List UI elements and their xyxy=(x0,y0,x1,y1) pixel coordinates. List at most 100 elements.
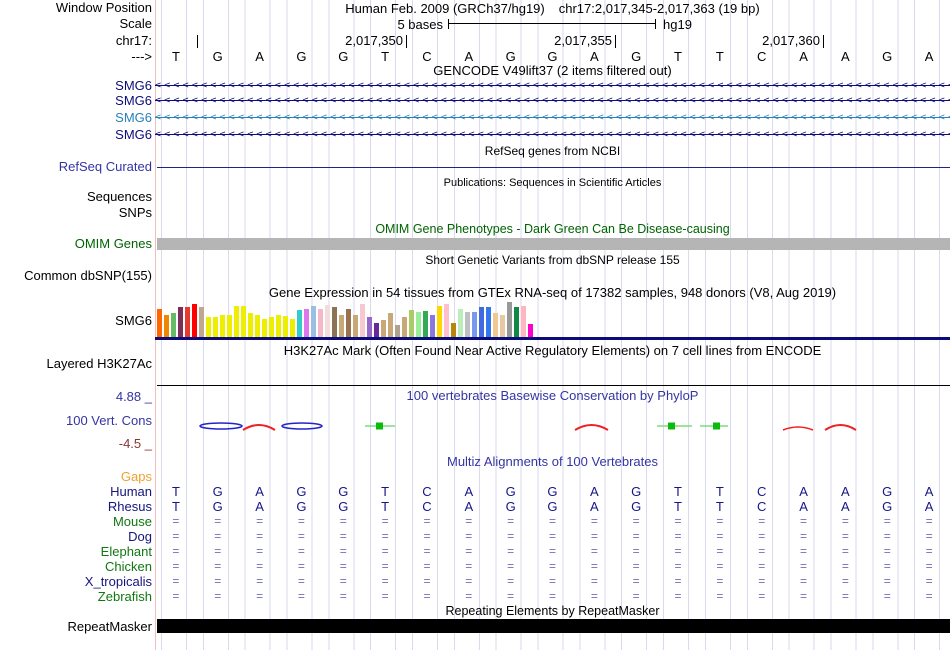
track-label-chr17[interactable]: chr17: xyxy=(115,33,152,48)
gtex-tissue-bar-10[interactable] xyxy=(227,315,232,337)
gtex-tissue-bar-24[interactable] xyxy=(325,305,330,337)
base-position-sequence-base: C xyxy=(757,49,767,64)
gtex-tissue-bar-11[interactable] xyxy=(234,306,239,337)
gtex-tissue-bar-7[interactable] xyxy=(206,317,211,337)
gtex-tissue-bar-47[interactable] xyxy=(486,307,491,337)
gtex-tissue-bar-22[interactable] xyxy=(311,306,316,337)
track-label-dog[interactable]: Dog xyxy=(128,529,152,544)
track-label-zebrafish[interactable]: Zebrafish xyxy=(97,589,152,604)
multiz-equals-cell: = xyxy=(172,529,180,543)
gtex-tissue-bar-43[interactable] xyxy=(458,309,463,337)
gtex-tissue-bar-44[interactable] xyxy=(465,312,470,337)
track-label-4-5[interactable]: -4.5 _ xyxy=(118,436,152,451)
gtex-tissue-bar-2[interactable] xyxy=(171,313,176,337)
gtex-tissue-bar-28[interactable] xyxy=(353,315,358,337)
gencode-transcript-smg6-1[interactable]: <<<<<<<<<<<<<<<<<<<<<<<<<<<<<<<<<<<<<<<<… xyxy=(155,95,950,107)
track-label-refseq-curated[interactable]: RefSeq Curated xyxy=(58,159,152,174)
track-label-common-dbsnp-155[interactable]: Common dbSNP(155) xyxy=(24,268,152,283)
gtex-tissue-bar-17[interactable] xyxy=(276,315,281,337)
track-label-omim-genes[interactable]: OMIM Genes xyxy=(74,236,152,251)
gtex-tissue-bar-30[interactable] xyxy=(367,317,372,337)
gtex-tissue-bar-3[interactable] xyxy=(178,307,183,337)
gtex-tissue-bar-1[interactable] xyxy=(164,315,169,337)
gtex-tissue-bar-4[interactable] xyxy=(185,307,190,337)
gtex-tissue-bar-19[interactable] xyxy=(290,319,295,337)
gtex-tissue-bar-9[interactable] xyxy=(220,315,225,337)
track-label-scale[interactable]: Scale xyxy=(119,16,152,31)
track-label-x-tropicalis[interactable]: X_tropicalis xyxy=(84,574,152,589)
track-label-smg6[interactable]: SMG6 xyxy=(115,110,152,125)
gtex-tissue-bar-32[interactable] xyxy=(381,320,386,337)
gtex-tissue-bar-16[interactable] xyxy=(269,317,274,337)
gtex-tissue-bar-48[interactable] xyxy=(493,313,498,337)
gtex-tissue-bar-53[interactable] xyxy=(528,324,533,337)
gtex-tissue-bar-51[interactable] xyxy=(514,307,519,337)
gtex-tissue-bar-50[interactable] xyxy=(507,302,512,337)
gtex-tissue-bar-40[interactable] xyxy=(437,306,442,337)
phylop-conservation-wiggle[interactable] xyxy=(155,409,950,449)
gtex-tissue-bar-49[interactable] xyxy=(500,315,505,337)
gtex-tissue-bar-52[interactable] xyxy=(521,306,526,337)
gtex-tissue-bar-6[interactable] xyxy=(199,307,204,337)
gtex-tissue-bar-36[interactable] xyxy=(409,310,414,337)
omim-genes-bar[interactable] xyxy=(157,238,950,250)
multiz-equals-cell: = xyxy=(172,559,180,573)
gtex-tissue-bar-13[interactable] xyxy=(248,313,253,337)
gtex-tissue-bar-12[interactable] xyxy=(241,306,246,337)
track-label-sequences[interactable]: Sequences xyxy=(86,189,152,204)
gtex-tissue-bar-34[interactable] xyxy=(395,325,400,337)
multiz-equals-cell: = xyxy=(925,589,933,603)
gtex-tissue-bar-31[interactable] xyxy=(374,323,379,337)
base-position-sequence-base: T xyxy=(715,49,724,64)
gtex-tissue-bar-20[interactable] xyxy=(297,310,302,337)
track-label-100-vert-cons[interactable]: 100 Vert. Cons xyxy=(66,413,152,428)
gtex-tissue-bar-0[interactable] xyxy=(157,309,162,337)
multiz-human-row-base: C xyxy=(757,484,767,499)
track-title-9: Repeating Elements by RepeatMasker xyxy=(445,604,660,618)
gtex-tissue-bar-35[interactable] xyxy=(402,317,407,337)
track-label-mouse[interactable]: Mouse xyxy=(112,514,152,529)
gencode-transcript-smg6-3[interactable]: <<<<<<<<<<<<<<<<<<<<<<<<<<<<<<<<<<<<<<<<… xyxy=(155,129,950,141)
gtex-tissue-bar-8[interactable] xyxy=(213,317,218,337)
track-label-snps[interactable]: SNPs xyxy=(118,205,152,220)
gtex-expression-bars[interactable] xyxy=(157,300,535,337)
track-label-smg6[interactable]: SMG6 xyxy=(115,78,152,93)
gencode-transcript-smg6-2[interactable]: <<<<<<<<<<<<<<<<<<<<<<<<<<<<<<<<<<<<<<<<… xyxy=(155,112,950,124)
gtex-tissue-bar-42[interactable] xyxy=(451,323,456,337)
gtex-tissue-bar-39[interactable] xyxy=(430,315,435,337)
gtex-tissue-bar-41[interactable] xyxy=(444,304,449,337)
gencode-transcript-smg6-0[interactable]: <<<<<<<<<<<<<<<<<<<<<<<<<<<<<<<<<<<<<<<<… xyxy=(155,80,950,92)
track-label-chicken[interactable]: Chicken xyxy=(105,559,152,574)
gtex-tissue-bar-37[interactable] xyxy=(416,312,421,337)
track-label-window-position[interactable]: Window Position xyxy=(55,0,152,15)
multiz-equals-cell: = xyxy=(548,574,556,588)
gtex-tissue-bar-38[interactable] xyxy=(423,311,428,337)
gtex-tissue-bar-15[interactable] xyxy=(262,319,267,337)
repeatmasker-bar[interactable] xyxy=(157,619,950,633)
gtex-tissue-bar-46[interactable] xyxy=(479,307,484,337)
gtex-tissue-bar-33[interactable] xyxy=(388,313,393,337)
gtex-tissue-bar-23[interactable] xyxy=(318,309,323,337)
track-label-elephant[interactable]: Elephant xyxy=(100,544,152,559)
gtex-tissue-bar-14[interactable] xyxy=(255,315,260,337)
track-label-human[interactable]: Human xyxy=(110,484,152,499)
track-label-layered-h3k27ac[interactable]: Layered H3K27Ac xyxy=(46,356,152,371)
gtex-tissue-bar-25[interactable] xyxy=(332,307,337,337)
track-label-rhesus[interactable]: Rhesus xyxy=(107,499,152,514)
gtex-tissue-bar-29[interactable] xyxy=(360,304,365,337)
track-label-smg6[interactable]: SMG6 xyxy=(115,93,152,108)
track-label-gaps[interactable]: Gaps xyxy=(120,469,152,484)
refseq-curated-line[interactable] xyxy=(157,167,950,168)
track-label-smg6[interactable]: SMG6 xyxy=(115,313,152,328)
multiz-equals-cell: = xyxy=(339,544,347,558)
gtex-tissue-bar-26[interactable] xyxy=(339,315,344,337)
gtex-tissue-bar-27[interactable] xyxy=(346,309,351,337)
track-label-repeatmasker[interactable]: RepeatMasker xyxy=(67,619,152,634)
gtex-tissue-bar-45[interactable] xyxy=(472,312,477,337)
gtex-tissue-bar-18[interactable] xyxy=(283,316,288,337)
track-label-smg6[interactable]: SMG6 xyxy=(115,127,152,142)
track-label-[interactable]: ---> xyxy=(131,49,152,64)
gtex-tissue-bar-5[interactable] xyxy=(192,304,197,337)
gtex-tissue-bar-21[interactable] xyxy=(304,309,309,337)
track-label-4-88[interactable]: 4.88 _ xyxy=(115,389,152,404)
